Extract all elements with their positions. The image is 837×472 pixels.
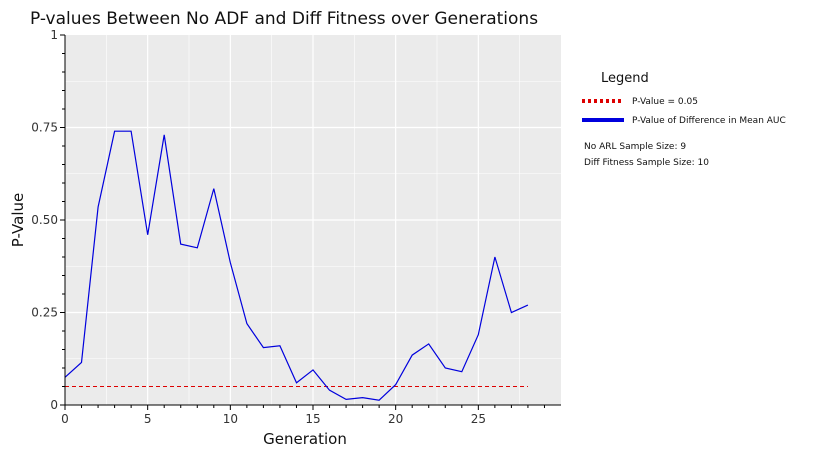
x-tick-label: 15 <box>305 412 320 426</box>
legend-label-threshold: P-Value = 0.05 <box>632 97 698 107</box>
x-tick-label: 20 <box>388 412 403 426</box>
y-axis-title: P-Value <box>9 193 27 247</box>
y-tick-label: 0.50 <box>31 213 58 227</box>
grid <box>65 35 561 405</box>
y-tick-label: 0.25 <box>31 306 58 320</box>
legend: Legend P-Value = 0.05 P-Value of Differe… <box>582 71 786 168</box>
y-tick-label: 1 <box>50 28 58 42</box>
note-sample-size-2: Diff Fitness Sample Size: 10 <box>584 158 709 168</box>
series-line <box>64 130 529 401</box>
legend-title: Legend <box>601 71 649 86</box>
x-tick-label: 5 <box>144 412 152 426</box>
note-sample-size-1: No ARL Sample Size: 9 <box>584 142 686 152</box>
series-layer <box>64 130 529 401</box>
chart-title: P-values Between No ADF and Diff Fitness… <box>30 9 538 29</box>
y-tick-label: 0 <box>50 398 58 412</box>
y-tick-label: 0.75 <box>31 121 58 135</box>
x-tick-label: 0 <box>61 412 69 426</box>
axes <box>60 34 561 410</box>
x-tick-label: 25 <box>471 412 486 426</box>
x-tick-label: 10 <box>223 412 238 426</box>
tick-labels: 0 5 10 15 20 25 0 0.25 0.50 0.75 1 <box>31 28 486 426</box>
x-axis-title: Generation <box>263 430 347 448</box>
legend-label-series: P-Value of Difference in Mean AUC <box>632 116 786 126</box>
